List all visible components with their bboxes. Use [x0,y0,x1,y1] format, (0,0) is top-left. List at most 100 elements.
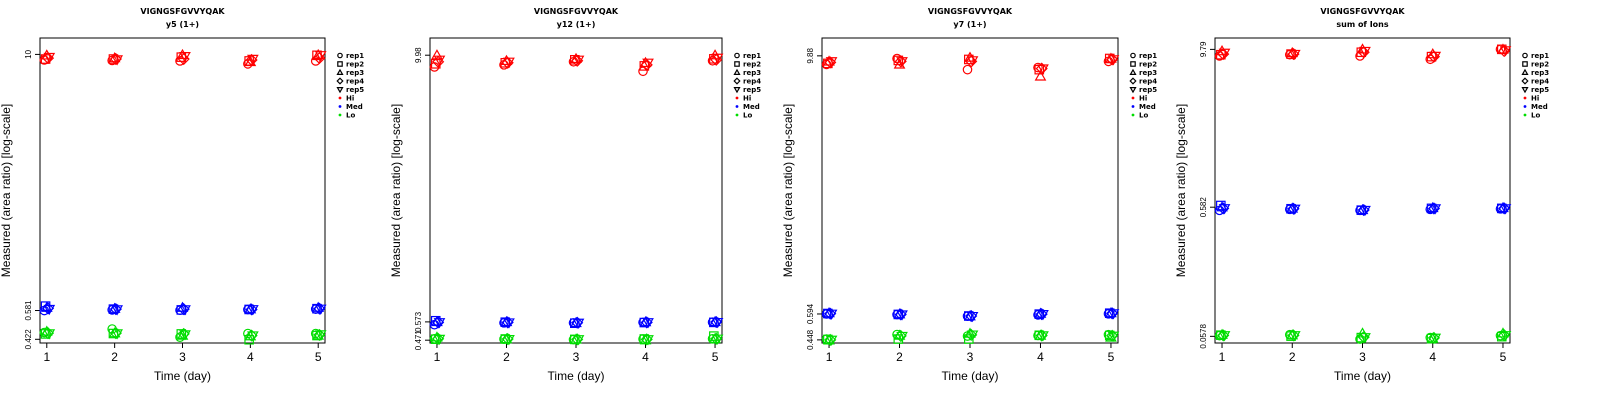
data-point-lo-rep5 [825,335,838,346]
data-point-lo-rep5 [1288,331,1301,342]
data-point-hi-rep3 [570,52,582,64]
legend-symbol-rep2 [337,61,343,67]
legend-label-rep4: rep4 [346,78,364,86]
data-point-lo-rep1 [39,327,50,338]
y-tick-label: 0.594 [806,303,815,324]
data-point-hi-rep5 [642,58,654,69]
data-point-hi-rep5 [896,57,908,68]
legend-label-med: Med [346,103,363,111]
data-point-hi-rep4 [245,53,258,67]
data-point-med-rep5 [314,304,327,315]
data-point-med-rep4 [245,303,258,316]
legend-label-rep3: rep3 [743,69,761,77]
legend-symbol-rep2 [1130,61,1136,67]
legend-label-med: Med [1531,103,1548,111]
data-point-med-rep5 [572,318,585,329]
y-tick-label: 10 [24,49,33,58]
chart-panel-1: VIGNGSFGVVYQAK y5 (1+) 1 2 3 4 5 Time (day) 10 0.… [0,7,364,383]
x-tick-label: 2 [1289,350,1296,364]
data-point-med-rep4 [177,303,190,316]
legend-label-rep4: rep4 [743,78,761,86]
data-point-lo-rep5 [711,334,724,345]
data-point-lo-rep4 [824,333,837,346]
chart-title: VIGNGSFGVVYQAK [928,7,1013,16]
data-point-lo-rep5 [1499,331,1512,342]
legend-label-rep5: rep5 [346,86,364,94]
data-point-med-rep4 [1106,307,1119,320]
data-point-hi-rep3 [639,56,652,68]
legend-label-rep5: rep5 [743,86,761,94]
legend-label-rep5: rep5 [1139,86,1157,94]
x-axis-label: Time (day) [1334,369,1391,383]
legend-symbol-rep4 [336,77,344,85]
y-axis-label: Measured (area ratio) [log-scale] [389,104,403,277]
data-point-med-rep5 [246,305,259,316]
x-tick-label: 2 [896,350,903,364]
data-point-hi-rep4 [1287,47,1300,61]
legend-label-rep4: rep4 [1531,78,1549,86]
chart-panel-2: VIGNGSFGVVYQAK y12 (1+) 1 2 3 4 5 Time (day) 9.9… [389,7,761,383]
data-point-lo-rep4 [965,328,978,341]
x-tick-label: 4 [1037,350,1044,364]
legend-symbol-rep1 [1130,52,1136,59]
data-point-med-rep5 [503,318,515,329]
x-tick-label: 3 [573,350,580,364]
legend-symbol-rep3 [733,68,741,75]
legend-label-rep3: rep3 [1531,69,1549,77]
legend-label-rep1: rep1 [743,52,761,60]
data-point-lo-rep4 [710,332,723,345]
data-point-lo-rep5 [1218,331,1231,342]
data-point-hi-rep4 [571,54,584,67]
data-point-lo-rep4 [177,327,190,341]
legend-symbol-rep2 [734,61,740,67]
data-point-hi-rep5 [1499,46,1512,57]
x-axis-label: Time (day) [154,369,211,383]
plot-frame [1214,37,1511,344]
data-point-med-rep5 [111,305,124,316]
legend-symbol-rep1 [337,52,343,59]
data-point-med-rep2 [40,301,51,311]
plot-frame [429,37,723,344]
data-point-hi-rep5 [314,51,327,62]
y-tick-label: 9.88 [806,48,815,64]
data-point-lo-rep4 [501,332,514,346]
x-tick-label: 2 [111,350,118,364]
x-tick-label: 5 [712,350,719,364]
legend-dot-hi [1523,96,1527,100]
data-point-med-rep5 [825,309,838,320]
data-point-lo-rep4 [1427,331,1441,344]
data-point-lo-rep5 [179,330,191,341]
data-point-hi-rep5 [179,52,191,63]
data-point-med-rep4 [1287,202,1300,215]
legend-symbol-rep3 [336,68,344,75]
data-point-med-rep4 [640,316,653,329]
legend-symbol-rep5 [1129,87,1137,94]
data-point-hi-rep5 [43,52,56,64]
data-point-med-rep4 [432,316,445,329]
data-point-hi-rep4 [1217,47,1230,61]
data-point-hi-rep5 [1359,46,1371,58]
data-point-med-rep4 [1035,308,1048,321]
data-point-hi-rep5 [966,56,979,67]
y-tick-label: 9.79 [1199,41,1208,57]
data-point-lo-rep4 [894,329,907,342]
y-tick-label: 9.98 [414,47,423,63]
data-point-lo-rep4 [245,329,258,342]
data-point-lo-rep5 [1429,333,1442,344]
x-tick-label: 5 [1500,350,1507,364]
legend-symbol-rep5 [336,87,344,94]
data-point-lo-rep4 [432,332,445,345]
data-point-med-rep4 [1357,203,1370,217]
data-point-lo-rep4 [1287,329,1300,342]
legend-label-rep2: rep2 [1139,61,1157,69]
data-point-med-rep5 [642,318,654,329]
data-point-lo-rep5 [1359,333,1371,344]
legend-label-rep2: rep2 [346,61,364,69]
data-point-med-rep5 [711,317,724,329]
data-point-lo-rep5 [642,335,654,346]
legend-dot-med [735,105,739,108]
legend-label-lo: Lo [743,112,752,120]
legend-symbol-rep4 [1521,77,1529,85]
data-point-med-rep4 [894,308,907,321]
